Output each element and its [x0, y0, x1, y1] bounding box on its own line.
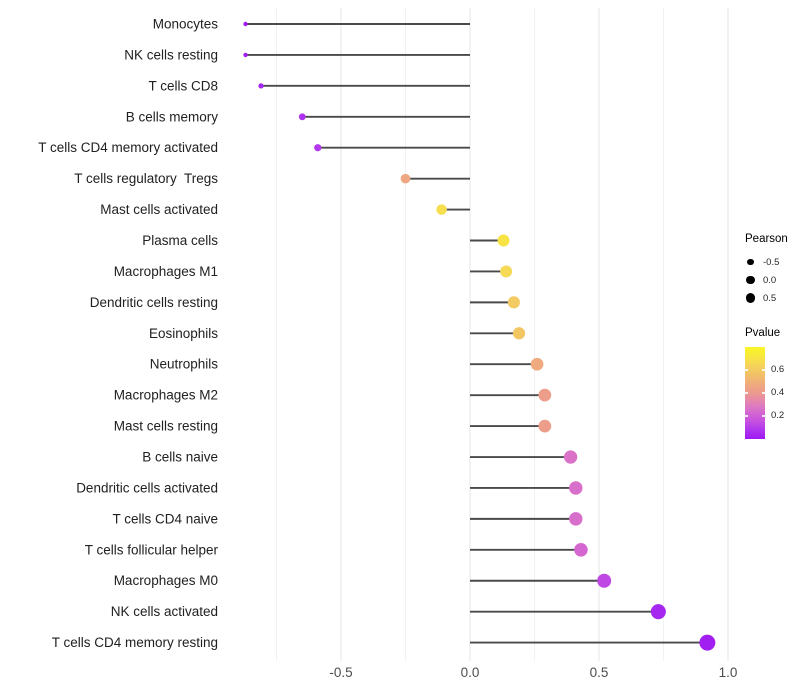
category-label: B cells naive	[142, 450, 218, 465]
lollipop-dot	[500, 265, 513, 278]
size-legend-title: Pearson	[745, 233, 788, 245]
lollipop-dot	[436, 204, 447, 215]
lollipop-dot	[699, 634, 716, 651]
size-legend-item: 0.0	[744, 271, 800, 289]
colorbar-tick-label: 0.2	[771, 410, 785, 421]
lollipop-dot	[258, 83, 264, 89]
x-tick-label: 1.0	[719, 665, 738, 680]
color-legend: 0.6 0.4 0.2	[745, 347, 800, 439]
category-label: T cells CD8	[148, 78, 218, 93]
category-label: Macrophages M0	[114, 573, 218, 588]
colorbar-tick	[745, 392, 748, 394]
category-label: Macrophages M1	[114, 264, 218, 279]
size-legend-item: 0.5	[744, 289, 800, 307]
x-tick-label: 0.0	[461, 665, 480, 680]
lollipop-dot	[298, 113, 306, 121]
lollipop-dot	[563, 450, 578, 464]
category-label: T cells follicular helper	[85, 542, 219, 557]
category-label: Macrophages M2	[114, 388, 218, 403]
colorbar-tick	[745, 369, 748, 371]
legend: Pearson -0.5 0.0 0.5 Pvalue 0.6 0.4 0.2	[744, 233, 800, 439]
colorbar-tick	[762, 369, 765, 371]
lollipop-dot	[512, 327, 526, 340]
x-tick-label: -0.5	[329, 665, 352, 680]
lollipop-dot	[574, 543, 588, 557]
category-label: Monocytes	[153, 17, 219, 32]
category-label: T cells CD4 naive	[112, 511, 218, 526]
size-legend-dot-col	[744, 258, 757, 266]
lollipop-dot	[497, 234, 510, 247]
size-legend-label: 0.5	[763, 292, 777, 304]
size-legend-dot	[747, 258, 754, 266]
category-label: Eosinophils	[149, 326, 218, 341]
category-label: Mast cells activated	[100, 202, 218, 217]
size-legend-item: -0.5	[744, 253, 800, 271]
lollipop-dot	[530, 357, 544, 371]
category-label: B cells memory	[126, 109, 219, 124]
colorbar-tick	[762, 392, 765, 394]
category-label: T cells CD4 memory resting	[52, 635, 218, 650]
size-legend-dot	[746, 275, 755, 285]
category-label: NK cells activated	[111, 604, 218, 619]
category-label: T cells CD4 memory activated	[38, 140, 218, 155]
colorbar-gradient	[745, 347, 765, 439]
lollipop-dot	[538, 419, 552, 433]
lollipop-dot	[243, 52, 248, 58]
colorbar-tick-label: 0.4	[771, 387, 785, 398]
category-label: Plasma cells	[142, 233, 218, 248]
x-tick-label: 0.5	[590, 665, 609, 680]
lollipop-dot	[314, 144, 322, 152]
category-label: NK cells resting	[124, 47, 218, 62]
lollipop-dot	[597, 573, 612, 588]
size-legend-dot-col	[744, 275, 757, 285]
colorbar-tick	[762, 415, 765, 417]
colorbar-tick-label: 0.6	[771, 364, 785, 375]
lollipop-dot	[650, 604, 666, 620]
lollipop-dot	[569, 512, 583, 526]
lollipop-dot	[507, 296, 520, 309]
category-label: Mast cells resting	[114, 419, 218, 434]
lollipop-dot	[243, 21, 248, 27]
lollipop-dot	[400, 173, 411, 184]
size-legend-dot-col	[744, 293, 757, 303]
size-legend-label: 0.0	[763, 274, 777, 286]
category-label: T cells regulatory Tregs	[74, 171, 218, 186]
size-legend-dot	[745, 293, 756, 303]
size-legend-items: -0.5 0.0 0.5	[744, 253, 800, 307]
lollipop-dot	[569, 481, 583, 495]
colorbar-tick	[745, 415, 748, 417]
lollipop-dot	[538, 388, 552, 402]
size-legend-label: -0.5	[763, 256, 780, 268]
category-label: Dendritic cells activated	[76, 480, 218, 495]
category-label: Dendritic cells resting	[90, 295, 218, 310]
color-legend-title: Pvalue	[745, 327, 781, 339]
category-label: Neutrophils	[150, 357, 219, 372]
